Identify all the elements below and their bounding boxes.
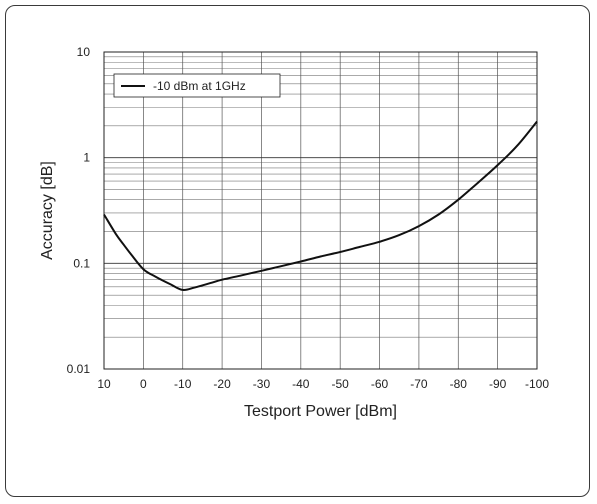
- x-tick-label: -90: [489, 377, 507, 391]
- x-tick-label: -60: [371, 377, 389, 391]
- x-tick-label: -50: [332, 377, 350, 391]
- x-tick-label: -100: [525, 377, 549, 391]
- minor-gridlines: [104, 56, 537, 338]
- x-tick-label: -80: [450, 377, 468, 391]
- y-tick-label: 0.01: [67, 362, 91, 376]
- y-tick-label: 10: [77, 45, 91, 59]
- plot-area-border: [103, 51, 538, 370]
- legend: -10 dBm at 1GHz: [113, 73, 281, 98]
- y-tick-label: 0.1: [73, 256, 90, 270]
- chart-frame: [5, 5, 590, 497]
- y-tick-label: 1: [83, 151, 90, 165]
- x-tick-label: 0: [140, 377, 147, 391]
- x-tick-label: 10: [97, 377, 111, 391]
- legend-label: -10 dBm at 1GHz: [153, 79, 246, 93]
- x-tick-label: -20: [213, 377, 231, 391]
- series-line: [103, 120, 538, 291]
- x-tick-label: -70: [410, 377, 428, 391]
- legend-box: [113, 73, 281, 98]
- x-tick-label: -40: [292, 377, 310, 391]
- x-tick-label: -10: [174, 377, 192, 391]
- y-tick-labels: 10 1 0.1 0.01: [67, 45, 91, 376]
- major-gridlines: [103, 51, 538, 370]
- x-axis-label: Testport Power [dBm]: [244, 403, 397, 420]
- y-axis-label: Accuracy [dB]: [39, 161, 56, 260]
- x-tick-label: -30: [253, 377, 271, 391]
- x-tick-labels: 10 0 -10 -20 -30 -40 -50 -60 -70 -80 -90 -100: [97, 377, 549, 391]
